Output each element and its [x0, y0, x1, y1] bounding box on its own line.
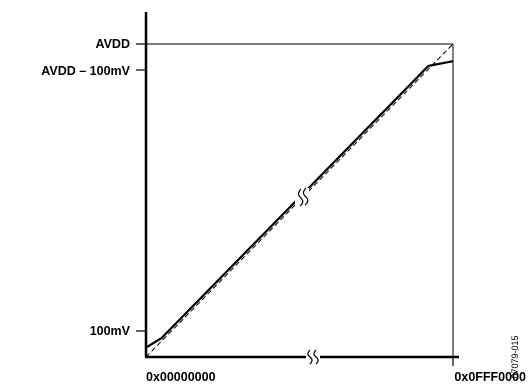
y-tick-label-avdd: AVDD [96, 37, 131, 51]
actual-transfer-line [145, 60, 454, 349]
figure-id: 07079-015 [510, 335, 520, 378]
y-tick-label-100mv: 100mV [90, 324, 131, 338]
x-tick-label-zero: 0x00000000 [146, 370, 216, 384]
x-tick-label-full-scale: 0x0FFF0000 [454, 370, 526, 384]
line-break-mark [295, 187, 309, 207]
x-axis-break-mark [306, 349, 320, 365]
y-tick-label-avdd-minus-100mv: AVDD – 100mV [41, 64, 130, 78]
